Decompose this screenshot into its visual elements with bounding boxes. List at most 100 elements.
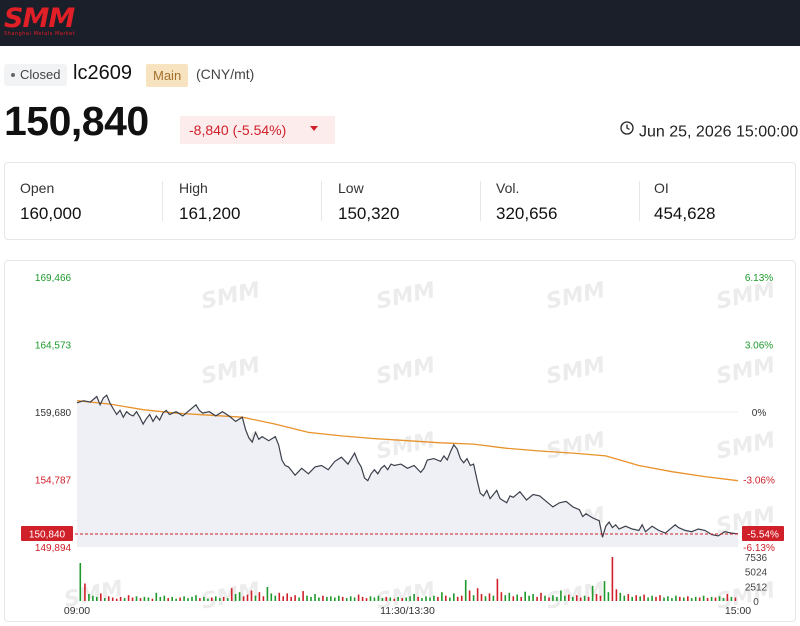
stat-divider: [162, 181, 163, 221]
y-tick-label-right: 6.13%: [745, 273, 773, 284]
volume-bar: [575, 595, 578, 601]
y-tick-label-right: 0%: [752, 408, 767, 419]
stat-label: Vol.: [496, 180, 520, 196]
market-status-text: Closed: [20, 67, 61, 82]
volume-bar: [548, 597, 550, 601]
volume-bar: [425, 596, 427, 601]
volume-bar: [230, 588, 233, 601]
volume-bar: [476, 588, 479, 601]
current-price-tag-text: 150,840: [29, 529, 66, 540]
volume-bar: [191, 596, 193, 601]
main-contract-tag: Main: [146, 64, 189, 87]
volume-bar: [338, 595, 340, 601]
volume-bar: [361, 596, 364, 601]
contract-symbol: lc2609: [73, 62, 132, 84]
down-arrow-icon: [310, 126, 318, 131]
stat-label: OI: [654, 180, 669, 196]
volume-bar: [222, 596, 225, 601]
volume-bar: [659, 595, 661, 601]
volume-bar: [603, 581, 606, 601]
volume-bar: [215, 596, 217, 601]
volume-bar: [647, 597, 649, 601]
volume-bar: [107, 596, 110, 601]
volume-bar: [100, 593, 102, 601]
volume-bar: [401, 598, 403, 601]
volume-bar: [159, 596, 162, 601]
volume-bar: [393, 598, 396, 601]
volume-bar: [409, 596, 411, 601]
price-line: [76, 394, 739, 538]
volume-bar: [238, 592, 241, 601]
volume-bar: [250, 590, 253, 601]
volume-bar: [286, 593, 288, 601]
current-pct-tag: [742, 525, 784, 541]
watermark-text: SMM: [199, 353, 263, 390]
volume-bar: [254, 595, 257, 601]
y-tick-label-left: 169,466: [35, 273, 72, 284]
volume-bar: [203, 596, 205, 601]
volume-bar: [564, 595, 566, 601]
volume-bar: [417, 596, 419, 601]
volume-bar: [377, 595, 380, 601]
watermark-text: SMM: [374, 428, 438, 465]
y-tick-label-right: -6.13%: [743, 543, 775, 554]
volume-bar: [504, 595, 507, 601]
stat-value: 161,200: [179, 204, 241, 223]
volume-bar: [298, 597, 300, 601]
smm-logo[interactable]: SMM Shanghai Metals Market: [4, 4, 76, 38]
logo-subtitle: Shanghai Metals Market: [4, 31, 76, 37]
volume-bar: [183, 596, 185, 601]
volume-bar: [639, 596, 641, 601]
volume-bar: [353, 597, 356, 601]
y-tick-label-left: 154,787: [35, 476, 72, 487]
volume-bar: [456, 596, 459, 601]
market-status-badge: Closed: [4, 64, 68, 86]
volume-bar: [492, 595, 495, 601]
volume-bar: [714, 597, 717, 601]
volume-bar: [583, 595, 586, 601]
volume-bar: [508, 592, 511, 601]
volume-bar: [135, 596, 138, 601]
volume-bar: [675, 595, 677, 601]
status-dot-icon: [11, 72, 15, 77]
price-change-badge: -8,840 (-5.54%): [180, 116, 335, 144]
stat-value: 150,320: [338, 204, 400, 223]
volume-bar: [131, 597, 134, 601]
volume-bar: [155, 592, 158, 601]
volume-bar: [702, 595, 705, 601]
volume-bar: [663, 597, 665, 601]
volume-bar: [123, 598, 126, 601]
volume-bar: [104, 598, 106, 601]
volume-bar: [730, 596, 733, 601]
volume-bar: [464, 580, 467, 601]
volume-bar: [207, 598, 209, 601]
y-tick-label-left: 149,894: [35, 543, 72, 554]
volume-bar: [619, 592, 622, 601]
volume-bar: [512, 596, 515, 601]
volume-bar: [718, 596, 721, 601]
volume-bar: [690, 598, 693, 601]
volume-bar: [242, 596, 245, 601]
volume-bar: [330, 596, 332, 601]
volume-bar: [187, 598, 189, 601]
volume-bar: [234, 594, 237, 601]
volume-bar: [219, 598, 221, 601]
volume-bar: [655, 596, 657, 601]
volume-bar: [389, 597, 392, 601]
volume-bar: [437, 596, 439, 601]
volume-tick-label: 2512: [745, 582, 768, 593]
volume-bar: [429, 597, 431, 601]
stat-divider: [480, 181, 481, 221]
volume-bar: [591, 585, 594, 601]
watermark-text: SMM: [199, 578, 263, 615]
volume-bar: [127, 595, 130, 601]
volume-bar: [92, 595, 94, 601]
volume-bar: [706, 598, 709, 601]
volume-bar: [572, 596, 574, 601]
watermark-text: SMM: [199, 278, 263, 315]
volume-bar: [84, 583, 86, 601]
volume-bar: [179, 597, 181, 601]
volume-tick-label: 5024: [745, 568, 768, 579]
volume-bar: [615, 589, 618, 601]
